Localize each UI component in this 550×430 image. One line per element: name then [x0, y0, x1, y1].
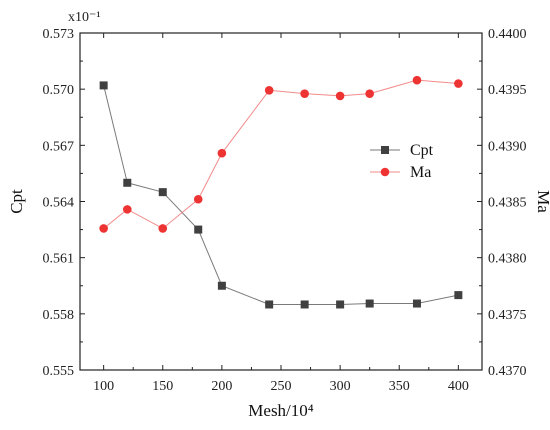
data-point-cpt: [412, 299, 421, 308]
y-left-tick-label: 0.573: [43, 27, 75, 42]
data-point-cpt: [194, 225, 203, 234]
data-point-ma: [335, 91, 345, 101]
y-left-tick-label: 0.564: [43, 196, 75, 211]
data-point-cpt: [300, 300, 309, 309]
y-right-tick-label: 0.4390: [488, 139, 527, 154]
data-point-ma: [454, 79, 463, 88]
x-axis-title: Mesh/10⁴: [248, 401, 314, 420]
y-right-tick-label: 0.4395: [488, 83, 527, 98]
series-layer: [99, 75, 463, 309]
x-tick-label: 200: [211, 379, 232, 394]
x-tick-label: 100: [93, 379, 114, 394]
x-tick-label: 150: [152, 379, 173, 394]
y-right-tick-label: 0.4400: [488, 27, 527, 42]
legend-label-ma: Ma: [410, 164, 431, 181]
y-right-tick-label: 0.4370: [488, 364, 527, 379]
data-point-cpt: [365, 299, 374, 308]
data-point-ma: [365, 89, 374, 98]
y-left-tick-label: 0.558: [43, 308, 75, 323]
y-axis-left-multiplier: x10⁻¹: [68, 10, 101, 25]
series-line-cpt: [103, 85, 459, 305]
data-point-cpt: [158, 188, 167, 197]
data-point-ma: [264, 85, 274, 95]
plot-frame: [79, 32, 483, 371]
data-point-cpt: [217, 281, 226, 290]
data-point-cpt: [99, 81, 108, 90]
y-right-tick-label: 0.4375: [488, 308, 527, 323]
y-axis-left-title: Cpt: [7, 189, 26, 214]
legend-marker-cpt: [381, 146, 389, 154]
y-left-tick-label: 0.570: [43, 83, 75, 98]
x-tick-label: 350: [389, 379, 410, 394]
data-point-cpt: [336, 300, 345, 309]
data-point-cpt: [265, 300, 274, 309]
y-axis-right-title: Ma: [534, 190, 550, 213]
data-point-ma: [217, 148, 227, 158]
y-right-tick-label: 0.4385: [488, 196, 527, 211]
data-point-ma: [158, 224, 168, 233]
ticks: 100 150 200 250 300 350 400 0.555 0.558 0.561 0.56…: [43, 27, 527, 394]
legend-marker-ma: [380, 167, 390, 177]
data-point-cpt: [454, 291, 463, 300]
data-point-ma: [99, 224, 108, 233]
x-tick-label: 400: [448, 379, 469, 394]
x-tick-label: 300: [330, 379, 351, 394]
data-point-cpt: [123, 178, 132, 187]
y-left-tick-label: 0.555: [43, 364, 75, 379]
axes: [79, 32, 483, 371]
data-point-ma: [122, 205, 132, 214]
series-line-ma: [103, 79, 459, 230]
y-left-tick-label: 0.567: [43, 139, 75, 154]
legend: Cpt Ma: [370, 142, 434, 181]
y-right-tick-label: 0.4380: [488, 252, 527, 267]
y-left-tick-label: 0.561: [43, 252, 75, 267]
legend-label-cpt: Cpt: [410, 142, 434, 159]
data-point-ma: [300, 89, 309, 98]
data-point-ma: [193, 194, 203, 204]
data-point-ma: [412, 75, 422, 85]
x-tick-label: 250: [271, 379, 292, 394]
